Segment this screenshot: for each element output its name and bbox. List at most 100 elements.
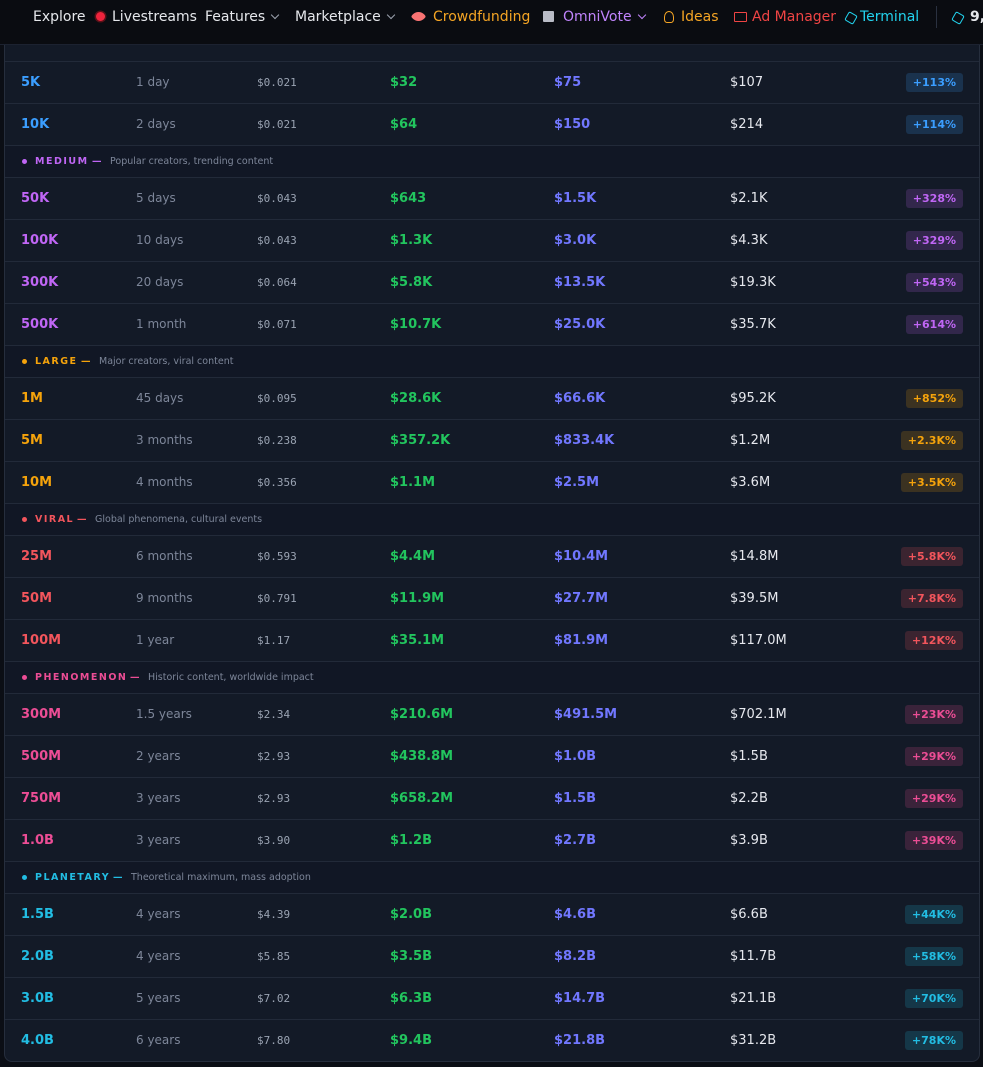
tier-views: 25M <box>21 549 53 564</box>
nav-link[interactable]: Crowdfunding <box>433 9 531 25</box>
creator-earnings: $643 <box>390 191 427 206</box>
total-value: $6.6B <box>730 907 768 922</box>
platform-revenue: $8.2B <box>554 949 596 964</box>
platform-revenue: $1.0B <box>554 749 596 764</box>
group-name: PHENOMENON <box>35 672 128 683</box>
platform-revenue: $1.5B <box>554 791 596 806</box>
nav-dropdown[interactable]: Features <box>205 0 280 34</box>
platform-revenue: $2.5M <box>554 475 600 490</box>
tier-views: 500M <box>21 749 62 764</box>
nav-link[interactable]: Ad Manager <box>752 9 837 25</box>
duration: 4 years <box>136 907 181 921</box>
group-desc: Global phenomena, cultural events <box>95 514 263 525</box>
nav-link[interactable]: Terminal <box>860 9 920 25</box>
nav-link[interactable]: Ideas <box>681 9 719 25</box>
growth-badge: +29K% <box>904 789 963 808</box>
platform-revenue: $1.5K <box>554 191 597 206</box>
duration: 20 days <box>136 275 184 289</box>
duration: 5 days <box>136 191 176 205</box>
duration: 9 months <box>136 591 193 605</box>
platform-revenue: $66.6K <box>554 391 606 406</box>
tier-views: 300M <box>21 707 62 722</box>
creator-earnings: $32 <box>390 75 418 90</box>
tier-views: 10K <box>21 117 50 132</box>
tier-views: 100M <box>21 633 62 648</box>
platform-revenue: $75 <box>554 75 582 90</box>
creator-earnings: $28.6K <box>390 391 442 406</box>
table-row: 100K 10 days $0.043 $1.3K $3.0K $4.3K +329% <box>5 219 979 261</box>
platform-revenue: $27.7M <box>554 591 609 606</box>
creator-earnings: $438.8M <box>390 749 454 764</box>
group-dash: — <box>81 356 91 367</box>
total-value: $702.1M <box>730 707 787 722</box>
creator-earnings: $9.4B <box>390 1033 432 1048</box>
pricing-table: 5K 1 day $0.021 $32 $75 $107 +113% 10K 2 days $0.… <box>4 30 980 1062</box>
nav-dropdown[interactable]: Marketplace <box>295 0 396 34</box>
group-dash: — <box>77 514 87 525</box>
cpm-price: $4.39 <box>257 908 291 921</box>
total-value: $214 <box>730 117 764 132</box>
platform-revenue: $25.0K <box>554 317 606 332</box>
table-row: 2.0B 4 years $5.85 $3.5B $8.2B $11.7B +58K% <box>5 935 979 977</box>
creator-earnings: $10.7K <box>390 317 442 332</box>
nav-dropdown[interactable]: OmniVote <box>563 0 646 34</box>
group-desc: Theoretical maximum, mass adoption <box>131 872 311 883</box>
nav-label: Marketplace <box>295 9 381 25</box>
cpm-price: $7.02 <box>257 992 291 1005</box>
clipboard-icon <box>543 11 554 22</box>
table-row: 5K 1 day $0.021 $32 $75 $107 +113% <box>5 61 979 103</box>
nav-link[interactable]: Explore <box>33 9 86 25</box>
growth-badge: +3.5K% <box>900 473 963 492</box>
duration: 4 years <box>136 949 181 963</box>
table-row: 500K 1 month $0.071 $10.7K $25.0K $35.7K +614% <box>5 303 979 345</box>
total-value: $21.1B <box>730 991 777 1006</box>
cpm-price: $2.34 <box>257 708 291 721</box>
growth-badge: +58K% <box>904 947 963 966</box>
duration: 3 months <box>136 433 193 447</box>
terminal-icon <box>844 11 858 25</box>
group-dot <box>22 159 27 164</box>
growth-badge: +328% <box>905 189 963 208</box>
cpm-price: $0.021 <box>257 76 297 89</box>
table-row: 10K 2 days $0.021 $64 $150 $214 +114% <box>5 103 979 145</box>
token-icon <box>951 11 965 25</box>
tier-views: 2.0B <box>21 949 54 964</box>
table-row: 4.0B 6 years $7.80 $9.4B $21.8B $31.2B +78K% <box>5 1019 979 1061</box>
total-value: $2.1K <box>730 191 768 206</box>
creator-earnings: $64 <box>390 117 418 132</box>
cpm-price: $2.93 <box>257 792 291 805</box>
nav-link[interactable]: Livestreams <box>112 9 197 25</box>
creator-earnings: $5.8K <box>390 275 433 290</box>
platform-revenue: $21.8B <box>554 1033 606 1048</box>
growth-badge: +114% <box>905 115 963 134</box>
growth-badge: +113% <box>905 73 963 92</box>
cpm-price: $0.356 <box>257 476 297 489</box>
live-dot <box>96 12 105 21</box>
creator-earnings: $6.3B <box>390 991 432 1006</box>
total-value: $11.7B <box>730 949 777 964</box>
tier-views: 4.0B <box>21 1033 54 1048</box>
table-row: 50M 9 months $0.791 $11.9M $27.7M $39.5M +7.8K… <box>5 577 979 619</box>
duration: 3 years <box>136 833 181 847</box>
growth-badge: +44K% <box>904 905 963 924</box>
growth-badge: +5.8K% <box>900 547 963 566</box>
growth-badge: +329% <box>905 231 963 250</box>
creator-earnings: $35.1M <box>390 633 445 648</box>
group-name: VIRAL <box>35 514 75 525</box>
creator-earnings: $1.1M <box>390 475 436 490</box>
group-dot <box>22 359 27 364</box>
tier-views: 50K <box>21 191 50 206</box>
duration: 6 months <box>136 549 193 563</box>
cpm-price: $3.90 <box>257 834 291 847</box>
cpm-price: $0.071 <box>257 318 297 331</box>
cpm-price: $7.80 <box>257 1034 291 1047</box>
nav-label: OmniVote <box>563 9 632 25</box>
cpm-price: $2.93 <box>257 750 291 763</box>
duration: 2 days <box>136 117 176 131</box>
group-name: MEDIUM <box>35 156 89 167</box>
growth-badge: +614% <box>905 315 963 334</box>
creator-earnings: $1.2B <box>390 833 432 848</box>
total-value: $3.6M <box>730 475 771 490</box>
total-value: $39.5M <box>730 591 779 606</box>
balance[interactable]: 9, <box>970 9 983 25</box>
